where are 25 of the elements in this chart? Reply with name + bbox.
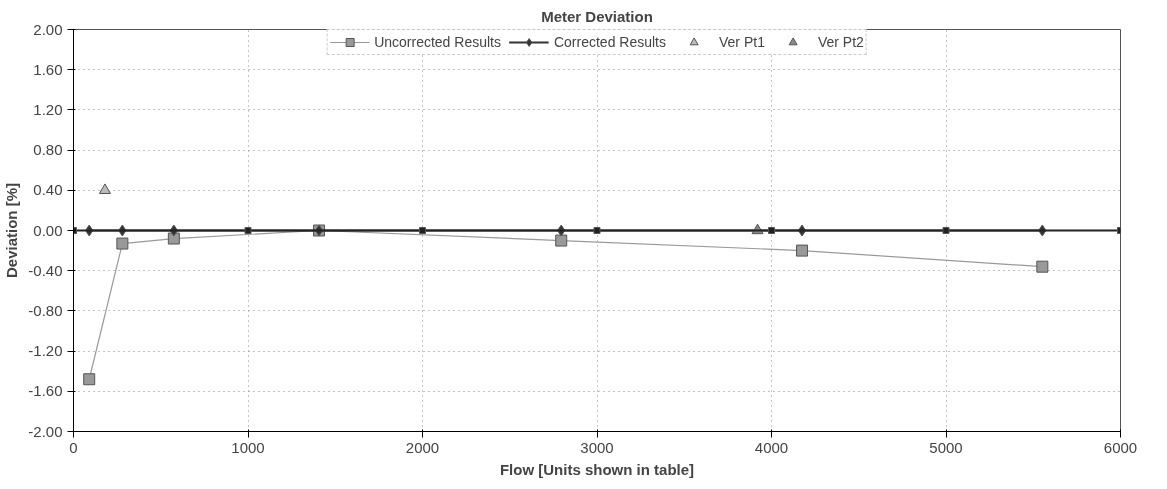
legend-label: Ver Pt2 (817, 34, 864, 50)
y-tick-label: -1.60 (28, 382, 63, 400)
y-tick-label: -1.20 (28, 342, 63, 360)
x-tick-label: 2000 (405, 438, 440, 456)
y-tick-label: 1.20 (33, 100, 63, 118)
legend-label: Ver Pt1 (719, 34, 765, 50)
y-tick-label: 0.00 (33, 221, 63, 239)
x-axis-title: Flow [Units shown in table] (499, 460, 695, 478)
x-tick-label: 6000 (1103, 438, 1138, 456)
legend-label: Corrected Results (553, 34, 667, 50)
legend-label: Uncorrected Results (374, 34, 501, 50)
y-tick-label: 0.80 (33, 141, 63, 159)
x-tick-label: 3000 (580, 438, 614, 456)
y-axis-title: Deviation [%] (3, 182, 21, 278)
y-tick-label: 2.00 (33, 20, 63, 38)
x-tick-label: 4000 (754, 438, 789, 456)
y-tick-label: -0.40 (28, 261, 63, 279)
y-tick-label: 0.40 (33, 181, 63, 199)
x-tick-label: 5000 (929, 438, 963, 456)
y-tick-label: -0.80 (28, 301, 63, 319)
x-tick-label: 1000 (231, 438, 265, 456)
x-tick-label: 0 (69, 438, 78, 456)
y-tick-label: 1.60 (33, 60, 63, 78)
y-tick-label: -2.00 (28, 422, 63, 440)
chart-title: Meter Deviation (541, 7, 653, 25)
